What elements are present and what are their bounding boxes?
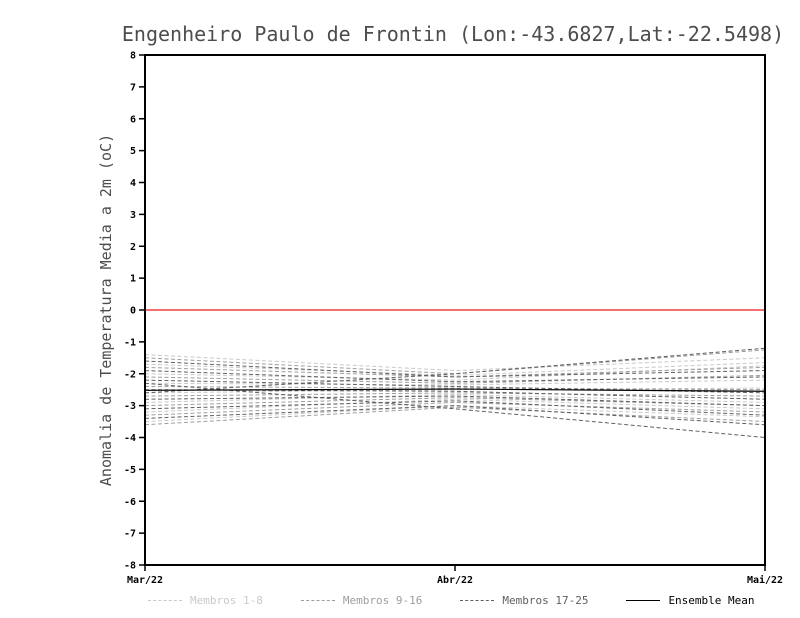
member-line [144, 395, 766, 407]
member-line [144, 370, 766, 383]
y-tick-label: 8 [130, 51, 136, 62]
member-line [144, 398, 766, 413]
y-tick-label: 3 [130, 210, 136, 221]
y-tick-label: -4 [124, 433, 136, 444]
y-tick-label: -7 [124, 529, 136, 540]
legend-label: Membros 17-25 [502, 594, 589, 607]
legend-label: Membros 9-16 [342, 594, 423, 607]
y-tick-label: 0 [130, 306, 136, 317]
legend-item: Membros 9-16 [300, 594, 423, 607]
member-line [144, 387, 766, 394]
member-line [144, 354, 766, 372]
y-tick-label: 6 [130, 114, 136, 125]
y-tick-label: 5 [130, 146, 136, 157]
legend-item: Membros 1-8 [148, 594, 263, 607]
y-tick-label: -2 [124, 369, 136, 380]
legend-item: Ensemble Mean [626, 594, 755, 607]
member-line [144, 405, 766, 423]
member-line [144, 386, 766, 391]
legend-item: Membros 17-25 [460, 594, 588, 607]
member-line [144, 366, 766, 378]
x-tick-label: Mai/22 [747, 574, 783, 586]
member-line [144, 400, 766, 416]
member-line [144, 406, 766, 426]
ensemble-mean-line [144, 388, 766, 392]
y-tick-label: -3 [124, 401, 136, 412]
legend-label: Ensemble Mean [668, 594, 755, 607]
legend: Membros 1-8 Membros 9-16 Membros 17-25 Ense… [0, 594, 800, 607]
member-line [144, 379, 766, 386]
member-line [144, 374, 766, 384]
legend-line-sample [460, 600, 495, 601]
legend-label: Membros 1-8 [190, 594, 263, 607]
y-tick-label: -8 [124, 561, 136, 572]
chart-title: Engenheiro Paulo de Frontin (Lon:-43.682… [121, 22, 785, 46]
y-tick-label: -1 [124, 337, 136, 348]
y-tick-label: -6 [124, 497, 136, 508]
member-line [144, 401, 766, 416]
x-tick-label: Abr/22 [437, 575, 473, 586]
x-tick-label: Mar/22 [127, 575, 163, 586]
y-tick-label: 1 [130, 274, 136, 285]
legend-line-sample [626, 600, 661, 601]
legend-line-sample [300, 600, 335, 601]
member-line [144, 362, 766, 376]
member-line [144, 392, 766, 397]
legend-line-sample [148, 600, 182, 601]
member-line [144, 389, 766, 400]
member-line [144, 393, 766, 403]
y-tick-label: 2 [130, 242, 136, 253]
y-tick-label: 4 [130, 178, 136, 189]
y-tick-label: -5 [124, 465, 136, 476]
member-line [144, 397, 766, 407]
member-line [144, 405, 766, 426]
member-line [144, 360, 766, 378]
y-tick-label: 7 [130, 82, 136, 93]
